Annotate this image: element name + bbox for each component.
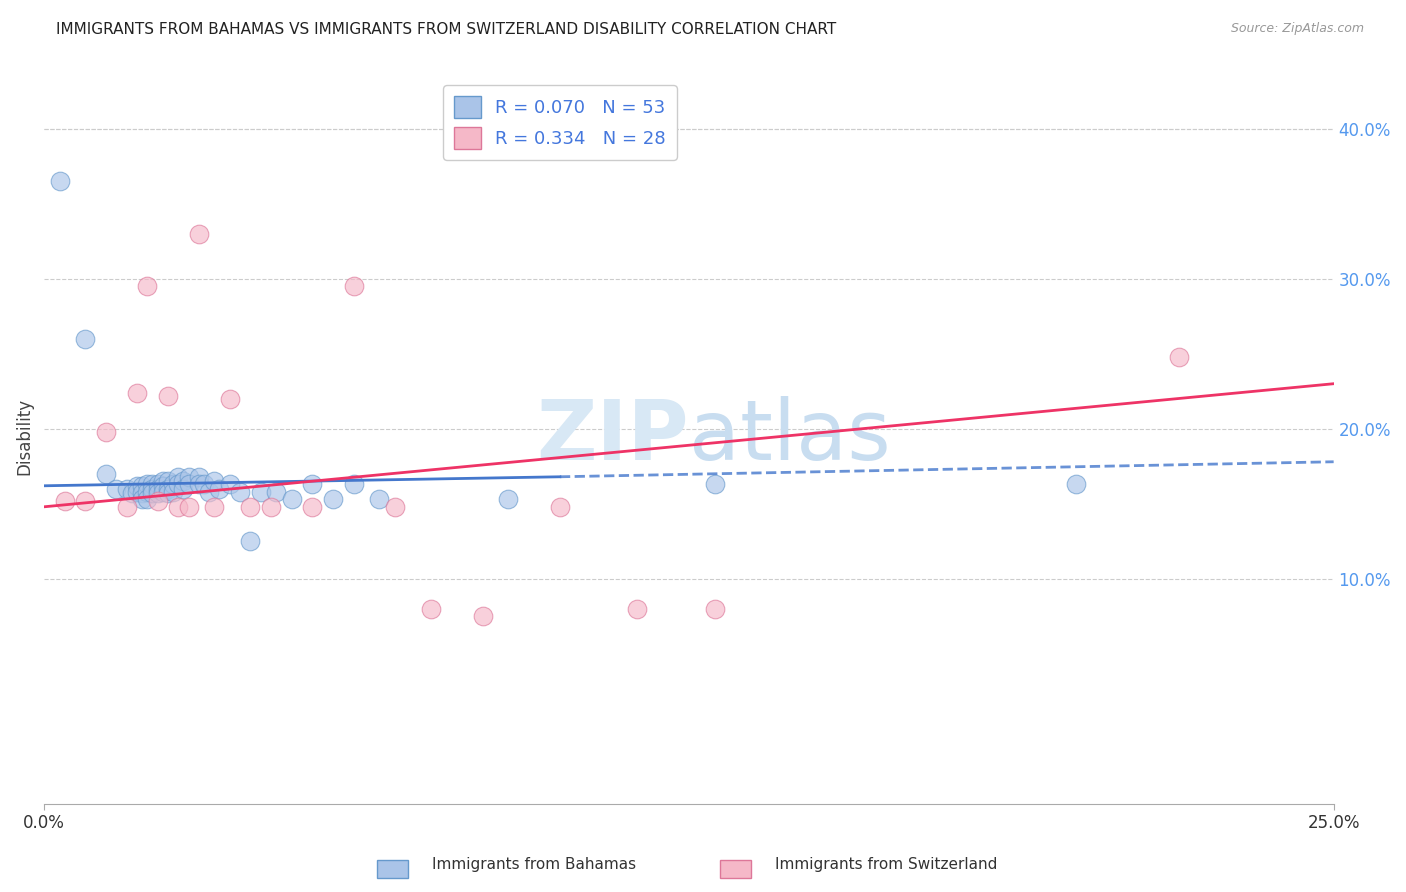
Point <box>249 484 271 499</box>
Point <box>94 467 117 481</box>
Point <box>156 475 179 489</box>
Point <box>202 500 225 514</box>
Point <box>498 492 520 507</box>
Point <box>167 470 190 484</box>
Point <box>198 484 221 499</box>
Point <box>156 486 179 500</box>
Text: Immigrants from Switzerland: Immigrants from Switzerland <box>775 857 997 872</box>
Point <box>626 602 648 616</box>
Point <box>156 482 179 496</box>
Point <box>121 486 143 500</box>
Point <box>177 470 200 484</box>
Point <box>136 484 159 499</box>
Point <box>152 479 174 493</box>
Point <box>322 492 344 507</box>
Point <box>146 493 169 508</box>
Point <box>301 500 323 514</box>
Point <box>342 279 364 293</box>
Point <box>167 477 190 491</box>
Point <box>218 392 240 406</box>
Point <box>177 477 200 491</box>
Point <box>146 477 169 491</box>
Point <box>141 486 163 500</box>
Text: Immigrants from Bahamas: Immigrants from Bahamas <box>432 857 637 872</box>
Point <box>1167 350 1189 364</box>
Point <box>703 477 725 491</box>
Point <box>156 389 179 403</box>
Point <box>280 492 302 507</box>
Point <box>48 174 70 188</box>
Point <box>264 484 287 499</box>
Point <box>177 500 200 514</box>
Text: ZIP: ZIP <box>536 396 689 476</box>
Point <box>125 484 148 499</box>
Point <box>162 484 184 499</box>
Point <box>1064 477 1087 491</box>
Point <box>218 477 240 491</box>
Point <box>202 475 225 489</box>
Point <box>471 609 494 624</box>
Point <box>187 227 209 241</box>
Point <box>53 493 76 508</box>
Point <box>420 602 443 616</box>
Point <box>703 602 725 616</box>
Point <box>239 500 262 514</box>
Point <box>136 279 159 293</box>
Point <box>131 492 153 507</box>
Point <box>75 493 97 508</box>
Point <box>131 486 153 500</box>
Point <box>548 500 571 514</box>
Text: Source: ZipAtlas.com: Source: ZipAtlas.com <box>1230 22 1364 36</box>
Point <box>239 534 262 549</box>
Point <box>141 477 163 491</box>
Point <box>172 482 194 496</box>
Point <box>115 500 138 514</box>
Point <box>193 477 215 491</box>
Point <box>187 470 209 484</box>
Point <box>75 332 97 346</box>
Point <box>105 482 128 496</box>
Point <box>115 482 138 496</box>
Point <box>384 500 406 514</box>
Point <box>146 486 169 500</box>
Point <box>136 477 159 491</box>
Text: atlas: atlas <box>689 396 890 476</box>
Text: IMMIGRANTS FROM BAHAMAS VS IMMIGRANTS FROM SWITZERLAND DISABILITY CORRELATION CH: IMMIGRANTS FROM BAHAMAS VS IMMIGRANTS FR… <box>56 22 837 37</box>
Y-axis label: Disability: Disability <box>15 398 32 475</box>
Point <box>152 484 174 499</box>
Point <box>125 479 148 493</box>
Point <box>167 500 190 514</box>
Point <box>342 477 364 491</box>
Point <box>141 482 163 496</box>
Point <box>146 482 169 496</box>
Point <box>260 500 283 514</box>
Point <box>94 425 117 439</box>
Point <box>187 477 209 491</box>
Point <box>162 477 184 491</box>
Point <box>125 385 148 400</box>
Point <box>368 492 391 507</box>
Legend: R = 0.070   N = 53, R = 0.334   N = 28: R = 0.070 N = 53, R = 0.334 N = 28 <box>443 85 676 160</box>
Point <box>301 477 323 491</box>
Point <box>229 484 252 499</box>
Point <box>136 492 159 507</box>
Point <box>208 482 231 496</box>
Point <box>131 479 153 493</box>
Point <box>172 475 194 489</box>
Point <box>152 475 174 489</box>
